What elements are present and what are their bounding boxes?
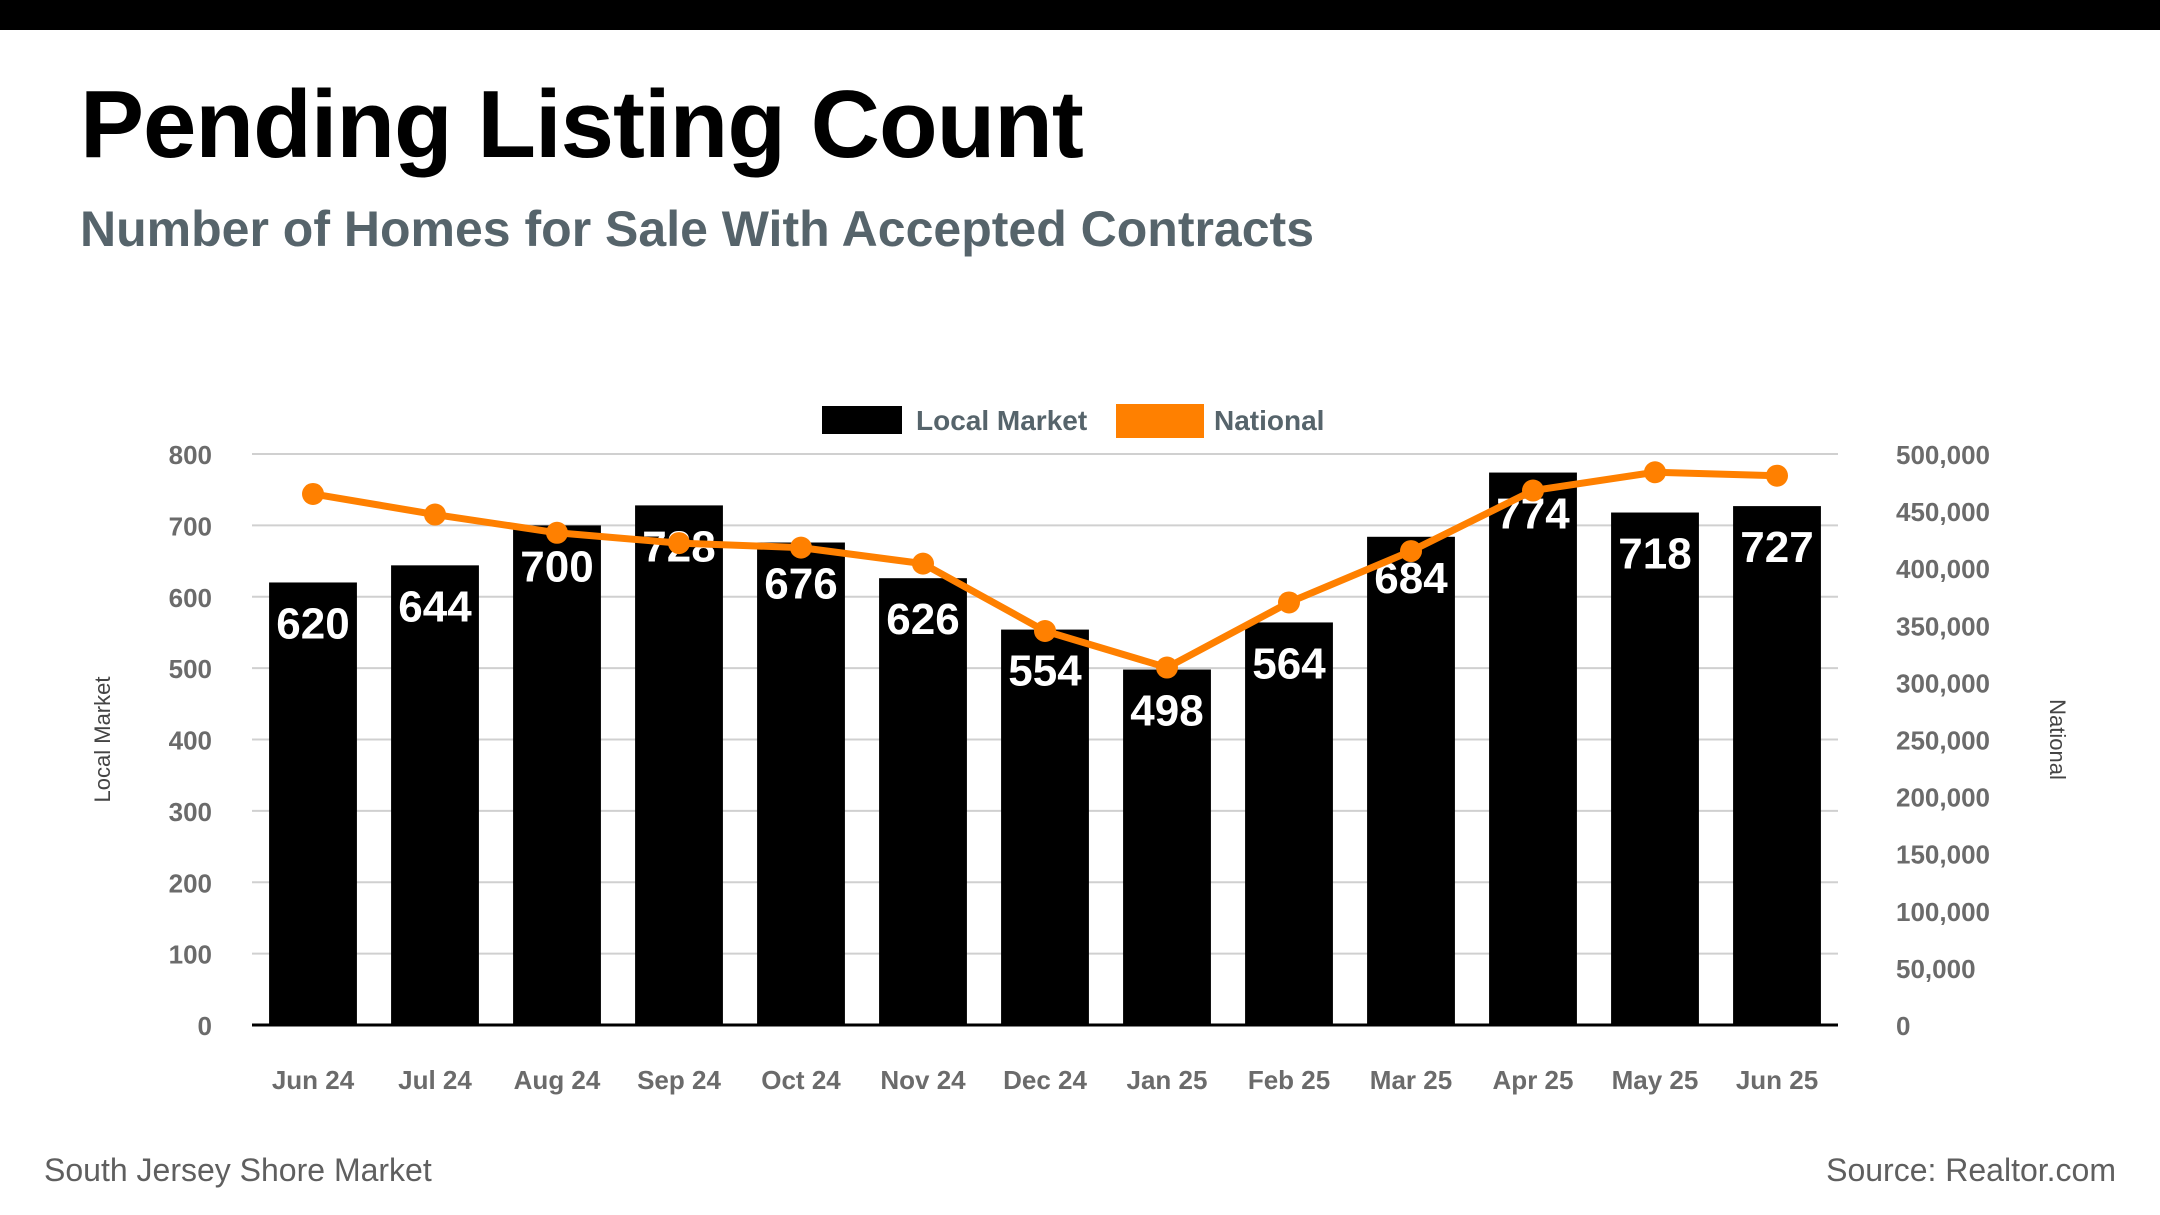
bar-jan-25	[1123, 669, 1211, 1025]
axes: 0 100 200 300 400 500 600 700 800 0 50,000 100,000 1…	[90, 440, 2070, 1095]
bar-mar-25	[1367, 536, 1455, 1025]
bar-jun-25	[1733, 506, 1821, 1025]
y-right-tick-label: 500,000	[1896, 440, 1990, 470]
x-tick-label: Mar 25	[1370, 1065, 1452, 1095]
bar-value-label: 554	[1008, 647, 1082, 696]
national-point	[1034, 620, 1056, 643]
bar-value-label: 564	[1252, 639, 1326, 688]
national-point	[1766, 464, 1788, 487]
bar-series-local-market	[269, 472, 1821, 1025]
national-point	[302, 482, 324, 505]
y-left-tick-label: 300	[169, 797, 212, 827]
x-tick-label: Dec 24	[1003, 1065, 1087, 1095]
y-right-tick-label: 350,000	[1896, 611, 1990, 641]
legend-swatch-local	[822, 406, 902, 434]
bar-data-labels: 620644700728676626554498564684774718727	[276, 490, 1813, 736]
bar-aug-24	[513, 525, 601, 1025]
top-bar	[0, 0, 2160, 30]
bar-value-label: 498	[1130, 687, 1203, 736]
y-right-tick-label: 50,000	[1896, 954, 1976, 984]
x-tick-label: Aug 24	[514, 1065, 601, 1095]
bar-apr-25	[1489, 472, 1577, 1025]
y-right-tick-label: 100,000	[1896, 897, 1990, 927]
national-point	[424, 503, 446, 526]
bar-dec-24	[1001, 629, 1089, 1025]
legend-swatch-national	[1116, 404, 1204, 438]
y-left-tick-label: 100	[169, 940, 212, 970]
page-subtitle: Number of Homes for Sale With Accepted C…	[80, 201, 1315, 257]
bar-value-label: 700	[520, 542, 593, 591]
legend-label-national: National	[1214, 405, 1324, 436]
y-left-tick-label: 0	[198, 1011, 212, 1041]
y-left-tick-label: 200	[169, 868, 212, 898]
x-tick-label: Sep 24	[637, 1065, 721, 1095]
x-tick-label: Jun 25	[1736, 1065, 1818, 1095]
y-left-tick-label: 800	[169, 440, 212, 470]
national-point	[912, 552, 934, 575]
y-right-tick-label: 400,000	[1896, 554, 1990, 584]
x-tick-label: Nov 24	[880, 1065, 966, 1095]
y-left-tick-label: 700	[169, 511, 212, 541]
bar-value-label: 676	[764, 560, 837, 609]
national-point	[790, 536, 812, 559]
y-left-tick-label: 400	[169, 726, 212, 756]
y-right-axis-title: National	[2045, 699, 2070, 780]
bar-jul-24	[391, 565, 479, 1025]
bar-feb-25	[1245, 622, 1333, 1025]
national-point	[1644, 461, 1666, 484]
x-tick-label: Oct 24	[761, 1065, 841, 1095]
legend-label-local: Local Market	[916, 405, 1087, 436]
y-left-tick-label: 600	[169, 583, 212, 613]
bar-value-label: 620	[276, 599, 349, 648]
market-name: South Jersey Shore Market	[44, 1152, 432, 1188]
x-tick-label: Apr 25	[1493, 1065, 1574, 1095]
page-title: Pending Listing Count	[80, 71, 1084, 178]
bar-may-25	[1611, 512, 1699, 1025]
y-left-tick-label: 500	[169, 654, 212, 684]
bar-jun-24	[269, 582, 357, 1025]
y-right-tick-label: 450,000	[1896, 497, 1990, 527]
legend: Local Market National	[822, 404, 1324, 438]
x-tick-label: Jan 25	[1127, 1065, 1208, 1095]
y-right-tick-label: 300,000	[1896, 668, 1990, 698]
bar-oct-24	[757, 542, 845, 1025]
bar-value-label: 718	[1618, 530, 1691, 579]
bar-nov-24	[879, 578, 967, 1025]
y-right-tick-label: 200,000	[1896, 783, 1990, 813]
bar-value-label: 644	[398, 582, 472, 631]
national-point	[1400, 540, 1422, 563]
national-point	[1522, 479, 1544, 502]
x-tick-label: May 25	[1612, 1065, 1699, 1095]
national-point	[546, 521, 568, 544]
national-point	[668, 532, 690, 555]
bar-value-label: 727	[1740, 523, 1813, 572]
source-credit: Source: Realtor.com	[1826, 1152, 2116, 1188]
y-left-axis-title: Local Market	[90, 677, 115, 803]
line-series-national	[302, 461, 1788, 679]
x-tick-label: Jul 24	[398, 1065, 472, 1095]
x-tick-label: Jun 24	[272, 1065, 355, 1095]
y-right-tick-label: 250,000	[1896, 726, 1990, 756]
national-point	[1156, 656, 1178, 679]
y-right-tick-label: 150,000	[1896, 840, 1990, 870]
national-point	[1278, 591, 1300, 614]
pending-listing-chart: 620644700728676626554498564684774718727 …	[90, 404, 2070, 1095]
bar-sep-24	[635, 505, 723, 1025]
bar-value-label: 626	[886, 595, 959, 644]
x-tick-label: Feb 25	[1248, 1065, 1330, 1095]
y-right-tick-label: 0	[1896, 1011, 1910, 1041]
